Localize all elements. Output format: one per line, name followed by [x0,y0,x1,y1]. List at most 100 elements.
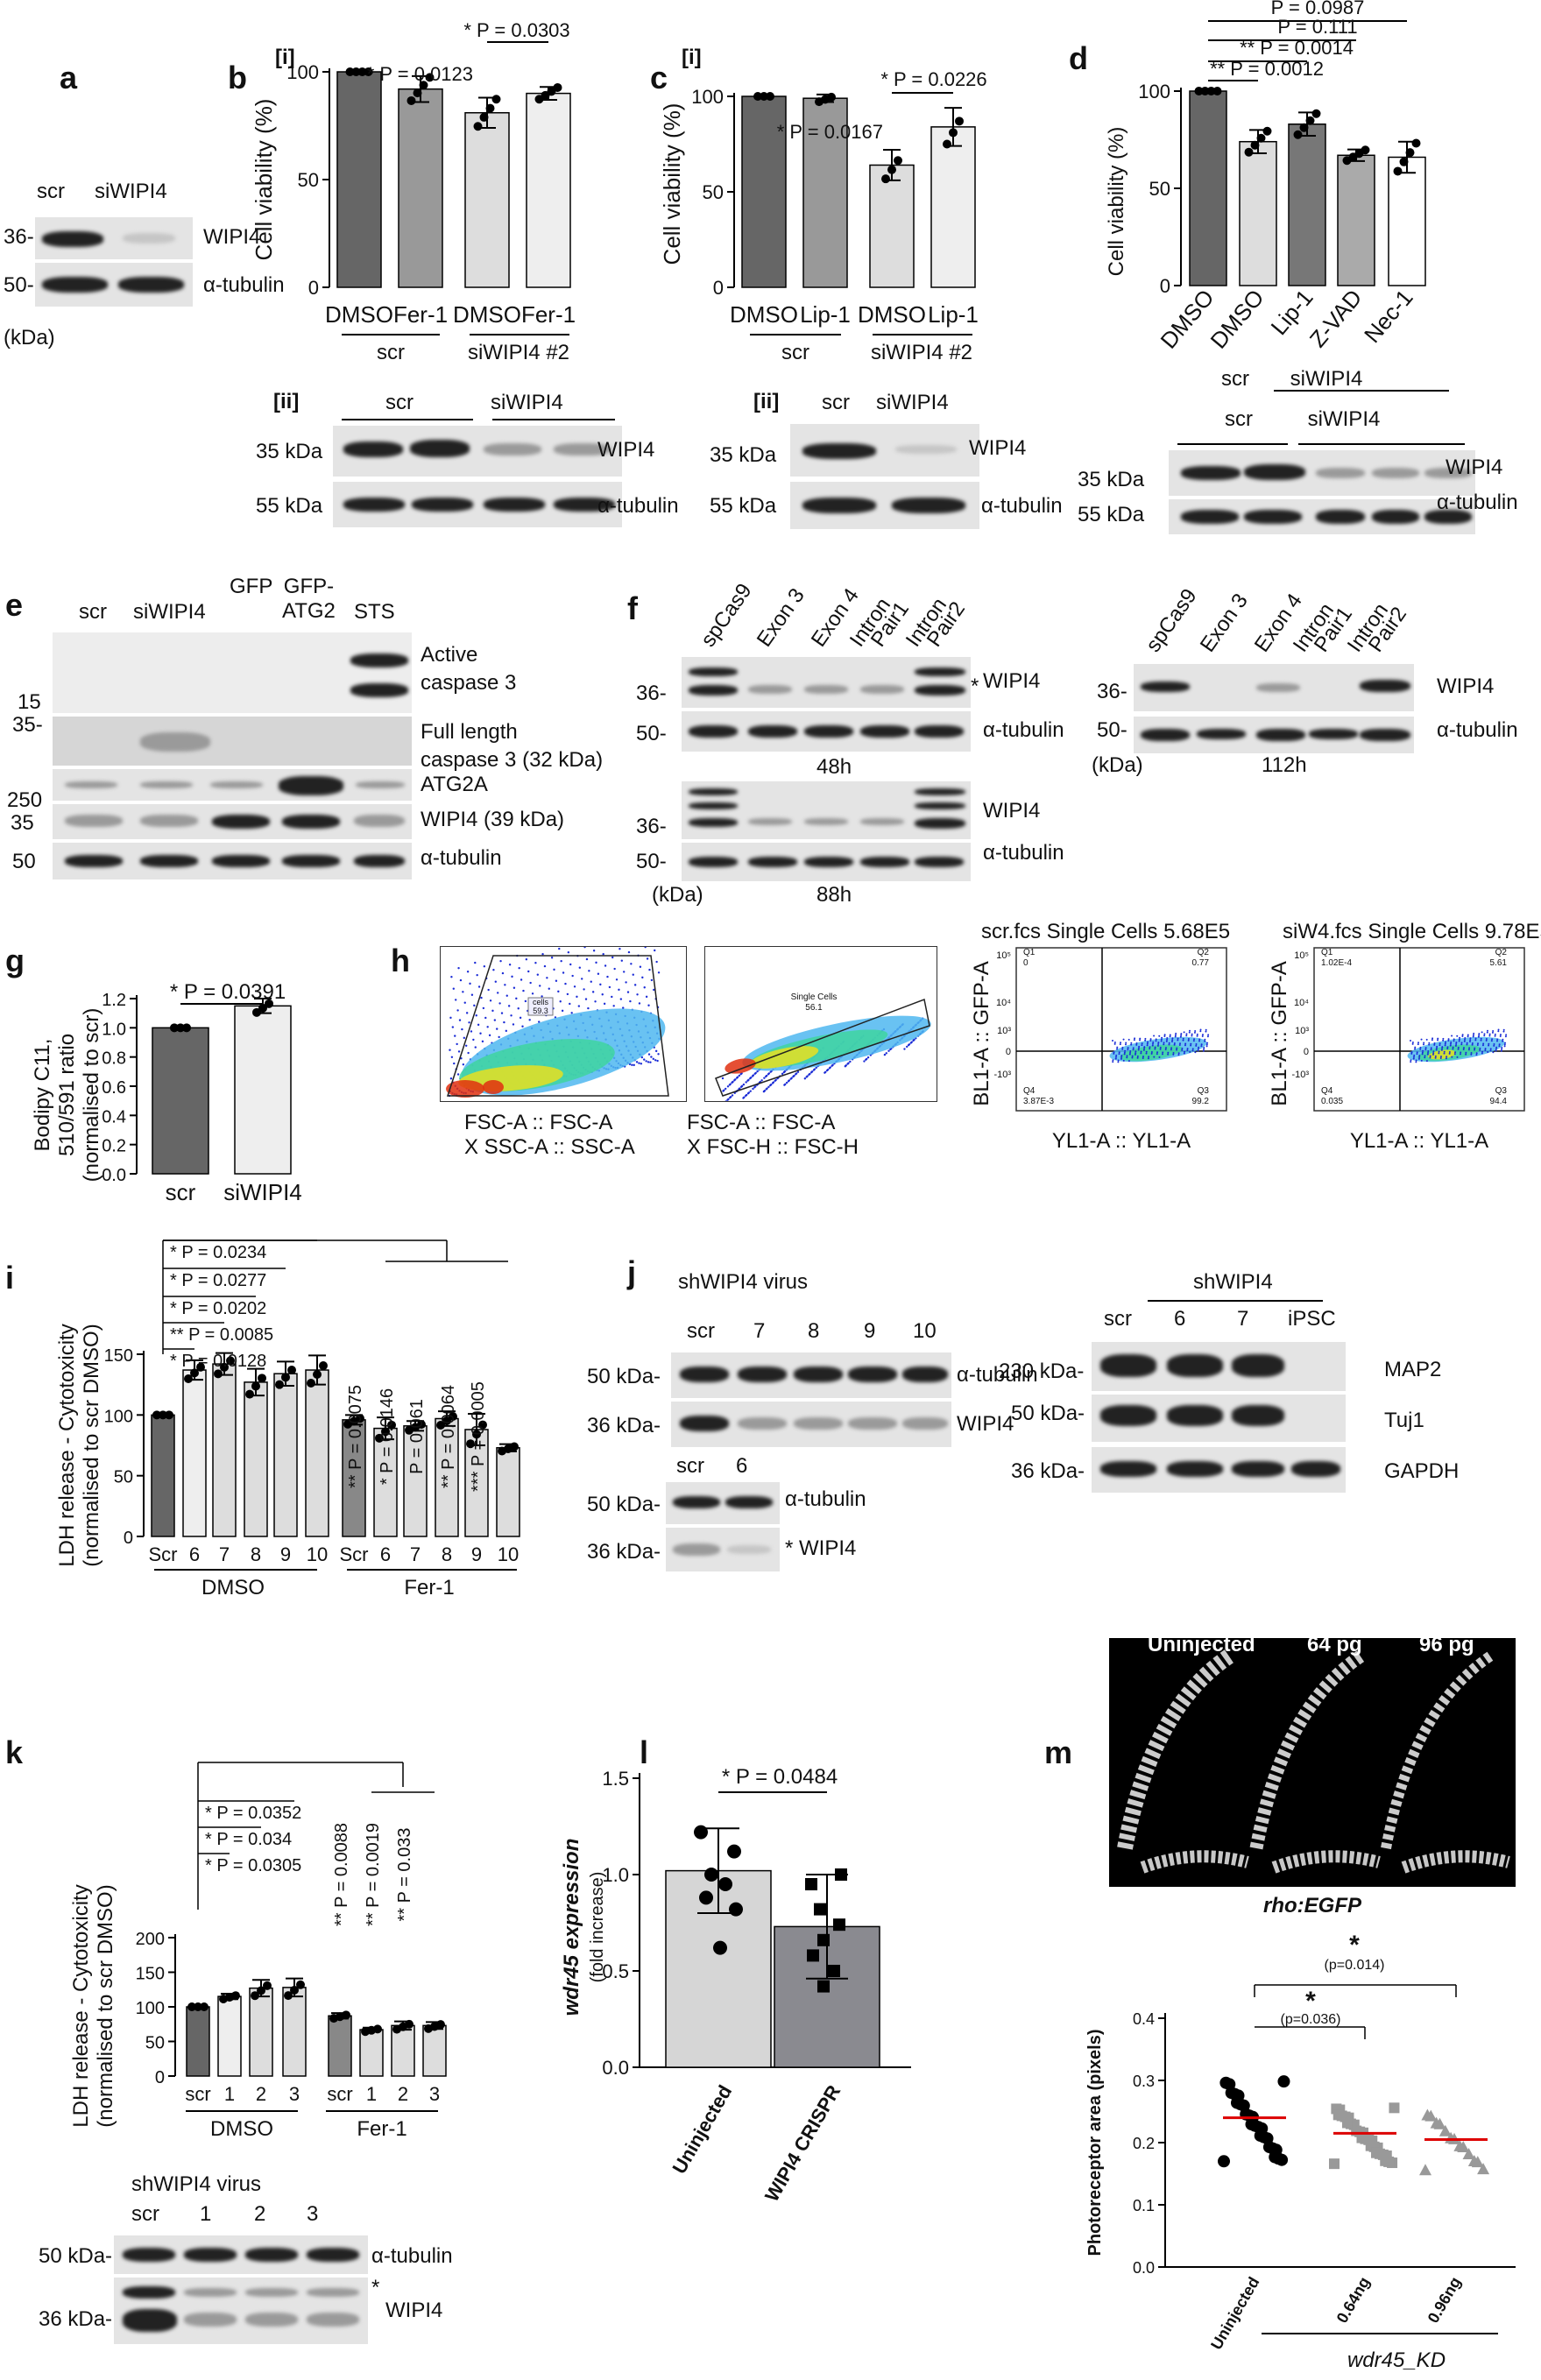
p-value: ** P = 0.0064 [439,1385,458,1488]
marker: 50 kDa- [587,1493,661,1516]
flow-event [1195,1042,1198,1045]
data-point [287,1366,296,1375]
y-tick-label: 0.8 [102,1049,126,1069]
data-point [194,2002,202,2011]
flow-event [1482,1042,1485,1045]
flow-event [1129,1051,1132,1054]
flow-event [1438,1050,1440,1053]
blot-wipi4 [333,426,622,477]
flow-event [1200,1045,1203,1048]
lane-label: GFP [230,575,273,598]
flow-event [1160,1038,1163,1041]
p-value: ** P = 0.0012 [1210,58,1324,80]
flow-event [1461,1034,1464,1036]
y-tick-label: 50 [1149,178,1170,200]
flow-event [1446,1048,1449,1050]
bar [869,164,915,288]
group-label: wdr45_KD [1347,2348,1446,2372]
blot-active-caspase3 [53,632,412,713]
panel-label: k [5,1734,24,1770]
y-tick-label: 0.5 [602,1960,629,1982]
flow-event [1174,1034,1177,1036]
flow-event [1481,1052,1483,1055]
flow-event [657,1053,660,1056]
flow-title: siW4.fcs Single Cells 9.78E5 [1283,920,1541,943]
flow-event [765,1074,768,1077]
flow-event [1426,1053,1429,1056]
flow-event [1189,1029,1191,1032]
flow-event [1476,1044,1479,1047]
lane-label: 6 [1174,1307,1186,1331]
flow-event [1416,1053,1418,1056]
flow-event [625,981,627,984]
flow-event [1206,1035,1209,1038]
y-tick-label: 0 [1160,275,1170,297]
flow-event [613,967,616,971]
flow-event [1180,1034,1183,1036]
flow-event [1487,1050,1489,1053]
flow-event [534,962,537,964]
flow-event [1116,1048,1119,1050]
data-point [381,1427,390,1437]
flow-event [1190,1042,1192,1045]
panel-h: h cells 59.3 FSC-A :: FSC-A X SSC-A :: SS… [385,920,1541,1288]
flow-event [489,999,492,1002]
data-point [1467,2155,1481,2167]
flow-event [511,975,513,978]
flow-event [903,1048,906,1050]
flow-event [1164,1047,1167,1049]
flow-event [1132,1047,1135,1049]
flow-event [457,966,460,970]
flow-event [885,1052,887,1055]
blot-underline [1148,1300,1323,1302]
flow-event [1146,1042,1149,1045]
flow-event [1143,1047,1146,1049]
data-point [943,139,951,149]
data-point [196,1362,205,1372]
flow-event [1492,1030,1495,1033]
flow-event [739,1087,741,1090]
flow-event [1191,1035,1193,1037]
bar [496,1447,520,1537]
flow-event [1424,1047,1427,1049]
flow-event [638,1062,640,1064]
flow-event [499,959,502,963]
axis-label: YL1-A :: YL1-A [1052,1129,1191,1153]
flow-event [1185,1033,1188,1035]
flow-event [638,1002,641,1005]
bar [336,71,382,288]
flow-event [1456,1056,1459,1058]
data-point [473,122,483,131]
flow-event [1430,1049,1432,1051]
flow-event [465,1044,468,1047]
x-tick-label: 1 [366,2083,377,2105]
flow-event [1144,1039,1147,1042]
marker: 36 kDa- [39,2307,113,2331]
flow-event [529,981,532,985]
flow-event [615,978,619,981]
flow-event [484,1016,487,1020]
lane-label: scr [1104,1307,1132,1331]
bar [328,2015,352,2077]
flow-event [507,1005,511,1007]
flow-event [883,1053,887,1056]
panel-label: m [1044,1734,1073,1770]
data-point [1371,2147,1382,2158]
lane-label: STS [354,600,395,624]
flow-event [1204,1040,1206,1042]
flow-event [1161,1036,1163,1039]
flow-event [1413,1054,1416,1056]
blot-wipi4 [671,1402,951,1447]
p-value: * P = 0.034 [205,1830,292,1849]
flow-event [1169,1034,1171,1036]
flow-event [1195,1044,1198,1047]
axis-label: BL1-A :: GFP-A [1268,961,1291,1105]
flow-event [754,1071,757,1075]
flow-event [1483,1033,1486,1035]
flow-event [479,1032,482,1035]
marker: 50- [636,850,667,873]
flow-event [648,968,651,971]
flow-event [1199,1028,1202,1031]
flow-event [1443,1050,1446,1053]
bar [1388,156,1426,286]
